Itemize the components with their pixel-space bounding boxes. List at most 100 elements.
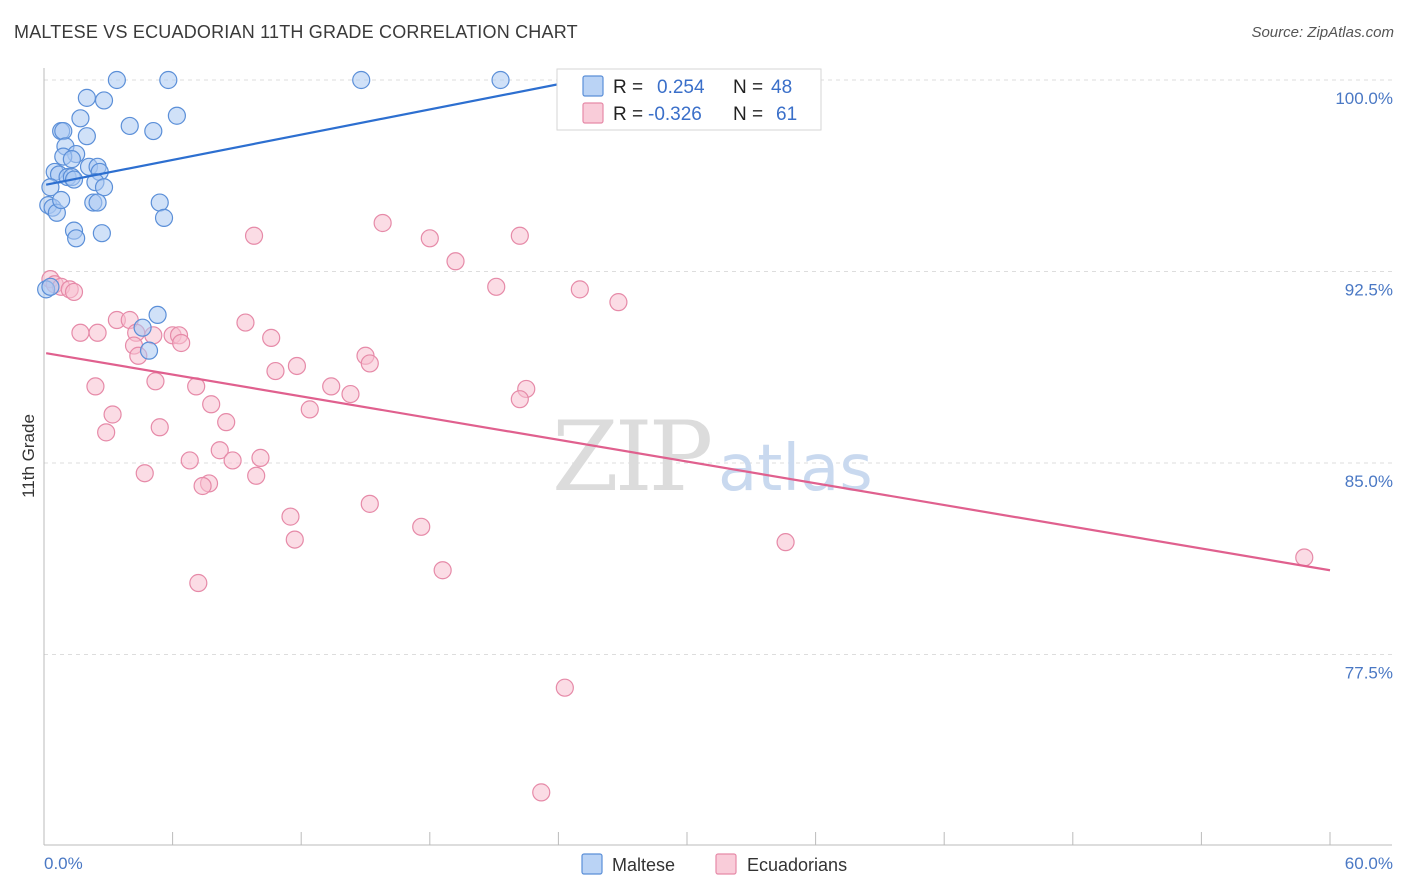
maltese-point bbox=[491, 70, 510, 90]
maltese-point bbox=[167, 106, 186, 125]
maltese-n-value: 48 bbox=[771, 77, 792, 98]
maltese-point bbox=[77, 88, 96, 107]
maltese-stat-swatch bbox=[582, 75, 604, 97]
ecuadorian-stat-swatch bbox=[582, 102, 604, 124]
ecuadorian-point bbox=[281, 507, 300, 526]
ecuadorian-point bbox=[244, 226, 264, 245]
ecuadorian-point bbox=[103, 405, 122, 424]
maltese-point bbox=[52, 190, 71, 210]
ecuadorian-point bbox=[373, 213, 392, 233]
ecuadorian-r-label: R = bbox=[613, 104, 643, 125]
ecuadorian-point bbox=[360, 354, 379, 373]
maltese-r-label: R = bbox=[613, 77, 643, 98]
ecuadorian-point bbox=[172, 333, 191, 353]
ecuadorian-point bbox=[64, 282, 84, 302]
ecuadorian-point bbox=[193, 476, 212, 496]
maltese-point bbox=[92, 224, 111, 243]
maltese-trend-line bbox=[45, 78, 581, 186]
maltese-point bbox=[94, 178, 114, 197]
y-tick-label-77-5: 77.5% bbox=[1345, 664, 1393, 683]
ecuadorian-point bbox=[97, 423, 116, 442]
ecuadorian-point bbox=[251, 448, 270, 467]
watermark-zip: ZIP bbox=[552, 401, 711, 513]
source-credit: Source: ZipAtlas.com bbox=[1251, 24, 1394, 41]
ecuadorian-point bbox=[135, 464, 154, 483]
ecuadorian-point bbox=[150, 418, 169, 437]
maltese-point bbox=[352, 70, 371, 90]
maltese-point bbox=[54, 121, 73, 141]
legend-swatch-ecuadorians bbox=[715, 853, 737, 875]
maltese-point bbox=[144, 121, 163, 141]
ecuadorian-point bbox=[1295, 548, 1314, 567]
ecuadorian-point bbox=[285, 530, 304, 549]
ecuadorian-n-label: N = bbox=[733, 104, 763, 125]
ecuadorian-point bbox=[433, 561, 452, 580]
ecuadorian-point bbox=[247, 466, 266, 485]
legend: Maltese Ecuadorians bbox=[581, 853, 847, 875]
ecuadorian-r-value: -0.326 bbox=[648, 104, 702, 125]
ecuadorian-point bbox=[776, 533, 795, 552]
maltese-point bbox=[62, 150, 81, 169]
maltese-point bbox=[150, 193, 169, 212]
watermark-atlas: atlas bbox=[718, 432, 873, 506]
maltese-point bbox=[94, 91, 114, 110]
maltese-point bbox=[67, 229, 86, 248]
maltese-points bbox=[37, 70, 510, 360]
maltese-point bbox=[120, 116, 139, 136]
ecuadorian-point bbox=[287, 356, 307, 376]
ecuadorian-point bbox=[217, 413, 236, 432]
x-axis-ticks bbox=[43, 832, 1331, 845]
ecuadorian-n-value: 61 bbox=[776, 104, 797, 125]
ecuadorian-point bbox=[487, 277, 506, 296]
ecuadorian-point bbox=[146, 372, 165, 391]
ecuadorian-point bbox=[446, 252, 465, 271]
ecuadorian-point bbox=[223, 451, 242, 470]
ecuadorian-point bbox=[570, 280, 589, 299]
ecuadorian-point bbox=[322, 377, 341, 396]
ecuadorian-point bbox=[555, 678, 574, 697]
legend-swatch-maltese bbox=[581, 853, 603, 875]
ecuadorian-point bbox=[236, 313, 255, 332]
legend-label-ecuadorians: Ecuadorians bbox=[747, 855, 847, 875]
maltese-point bbox=[154, 208, 174, 227]
stats-box: R = 0.254 N = 48 R = -0.326 N = 61 bbox=[556, 68, 822, 131]
ecuadorian-point bbox=[266, 361, 285, 381]
y-axis-tick-labels: 100.0% 92.5% 85.0% 77.5% bbox=[1335, 89, 1393, 683]
maltese-point bbox=[159, 70, 178, 90]
chart-title: MALTESE VS ECUADORIAN 11TH GRADE CORRELA… bbox=[14, 22, 578, 42]
ecuadorian-point bbox=[86, 377, 105, 396]
x-tick-label-min: 0.0% bbox=[44, 854, 83, 873]
legend-label-maltese: Maltese bbox=[612, 855, 675, 875]
ecuadorian-point bbox=[420, 229, 439, 248]
ecuadorian-points bbox=[41, 213, 1314, 802]
maltese-point bbox=[148, 305, 167, 325]
ecuadorian-point bbox=[341, 384, 360, 404]
ecuadorian-point bbox=[510, 226, 529, 245]
y-axis-label: 11th Grade bbox=[19, 414, 38, 498]
ecuadorian-point bbox=[609, 293, 628, 312]
ecuadorian-point bbox=[202, 395, 221, 414]
y-tick-label-100: 100.0% bbox=[1335, 89, 1393, 108]
ecuadorian-point bbox=[210, 441, 229, 460]
maltese-n-label: N = bbox=[733, 77, 763, 98]
ecuadorian-point bbox=[412, 517, 431, 536]
ecuadorian-point bbox=[189, 573, 208, 593]
y-tick-label-85: 85.0% bbox=[1345, 472, 1393, 491]
ecuadorian-point bbox=[71, 323, 90, 342]
ecuadorian-point bbox=[262, 328, 281, 347]
ecuadorian-point bbox=[510, 390, 529, 409]
maltese-point bbox=[107, 70, 126, 90]
maltese-r-value: 0.254 bbox=[657, 77, 705, 98]
ecuadorian-trend-line bbox=[45, 352, 1331, 572]
ecuadorian-point bbox=[360, 494, 379, 513]
ecuadorian-point bbox=[180, 451, 199, 470]
maltese-point bbox=[133, 318, 152, 337]
maltese-point bbox=[77, 127, 96, 146]
grid-lines bbox=[44, 79, 1392, 655]
x-tick-label-max: 60.0% bbox=[1345, 854, 1393, 873]
maltese-point bbox=[71, 109, 90, 128]
y-tick-label-92-5: 92.5% bbox=[1345, 281, 1393, 300]
ecuadorian-point bbox=[300, 400, 319, 419]
ecuadorian-point bbox=[532, 783, 551, 802]
